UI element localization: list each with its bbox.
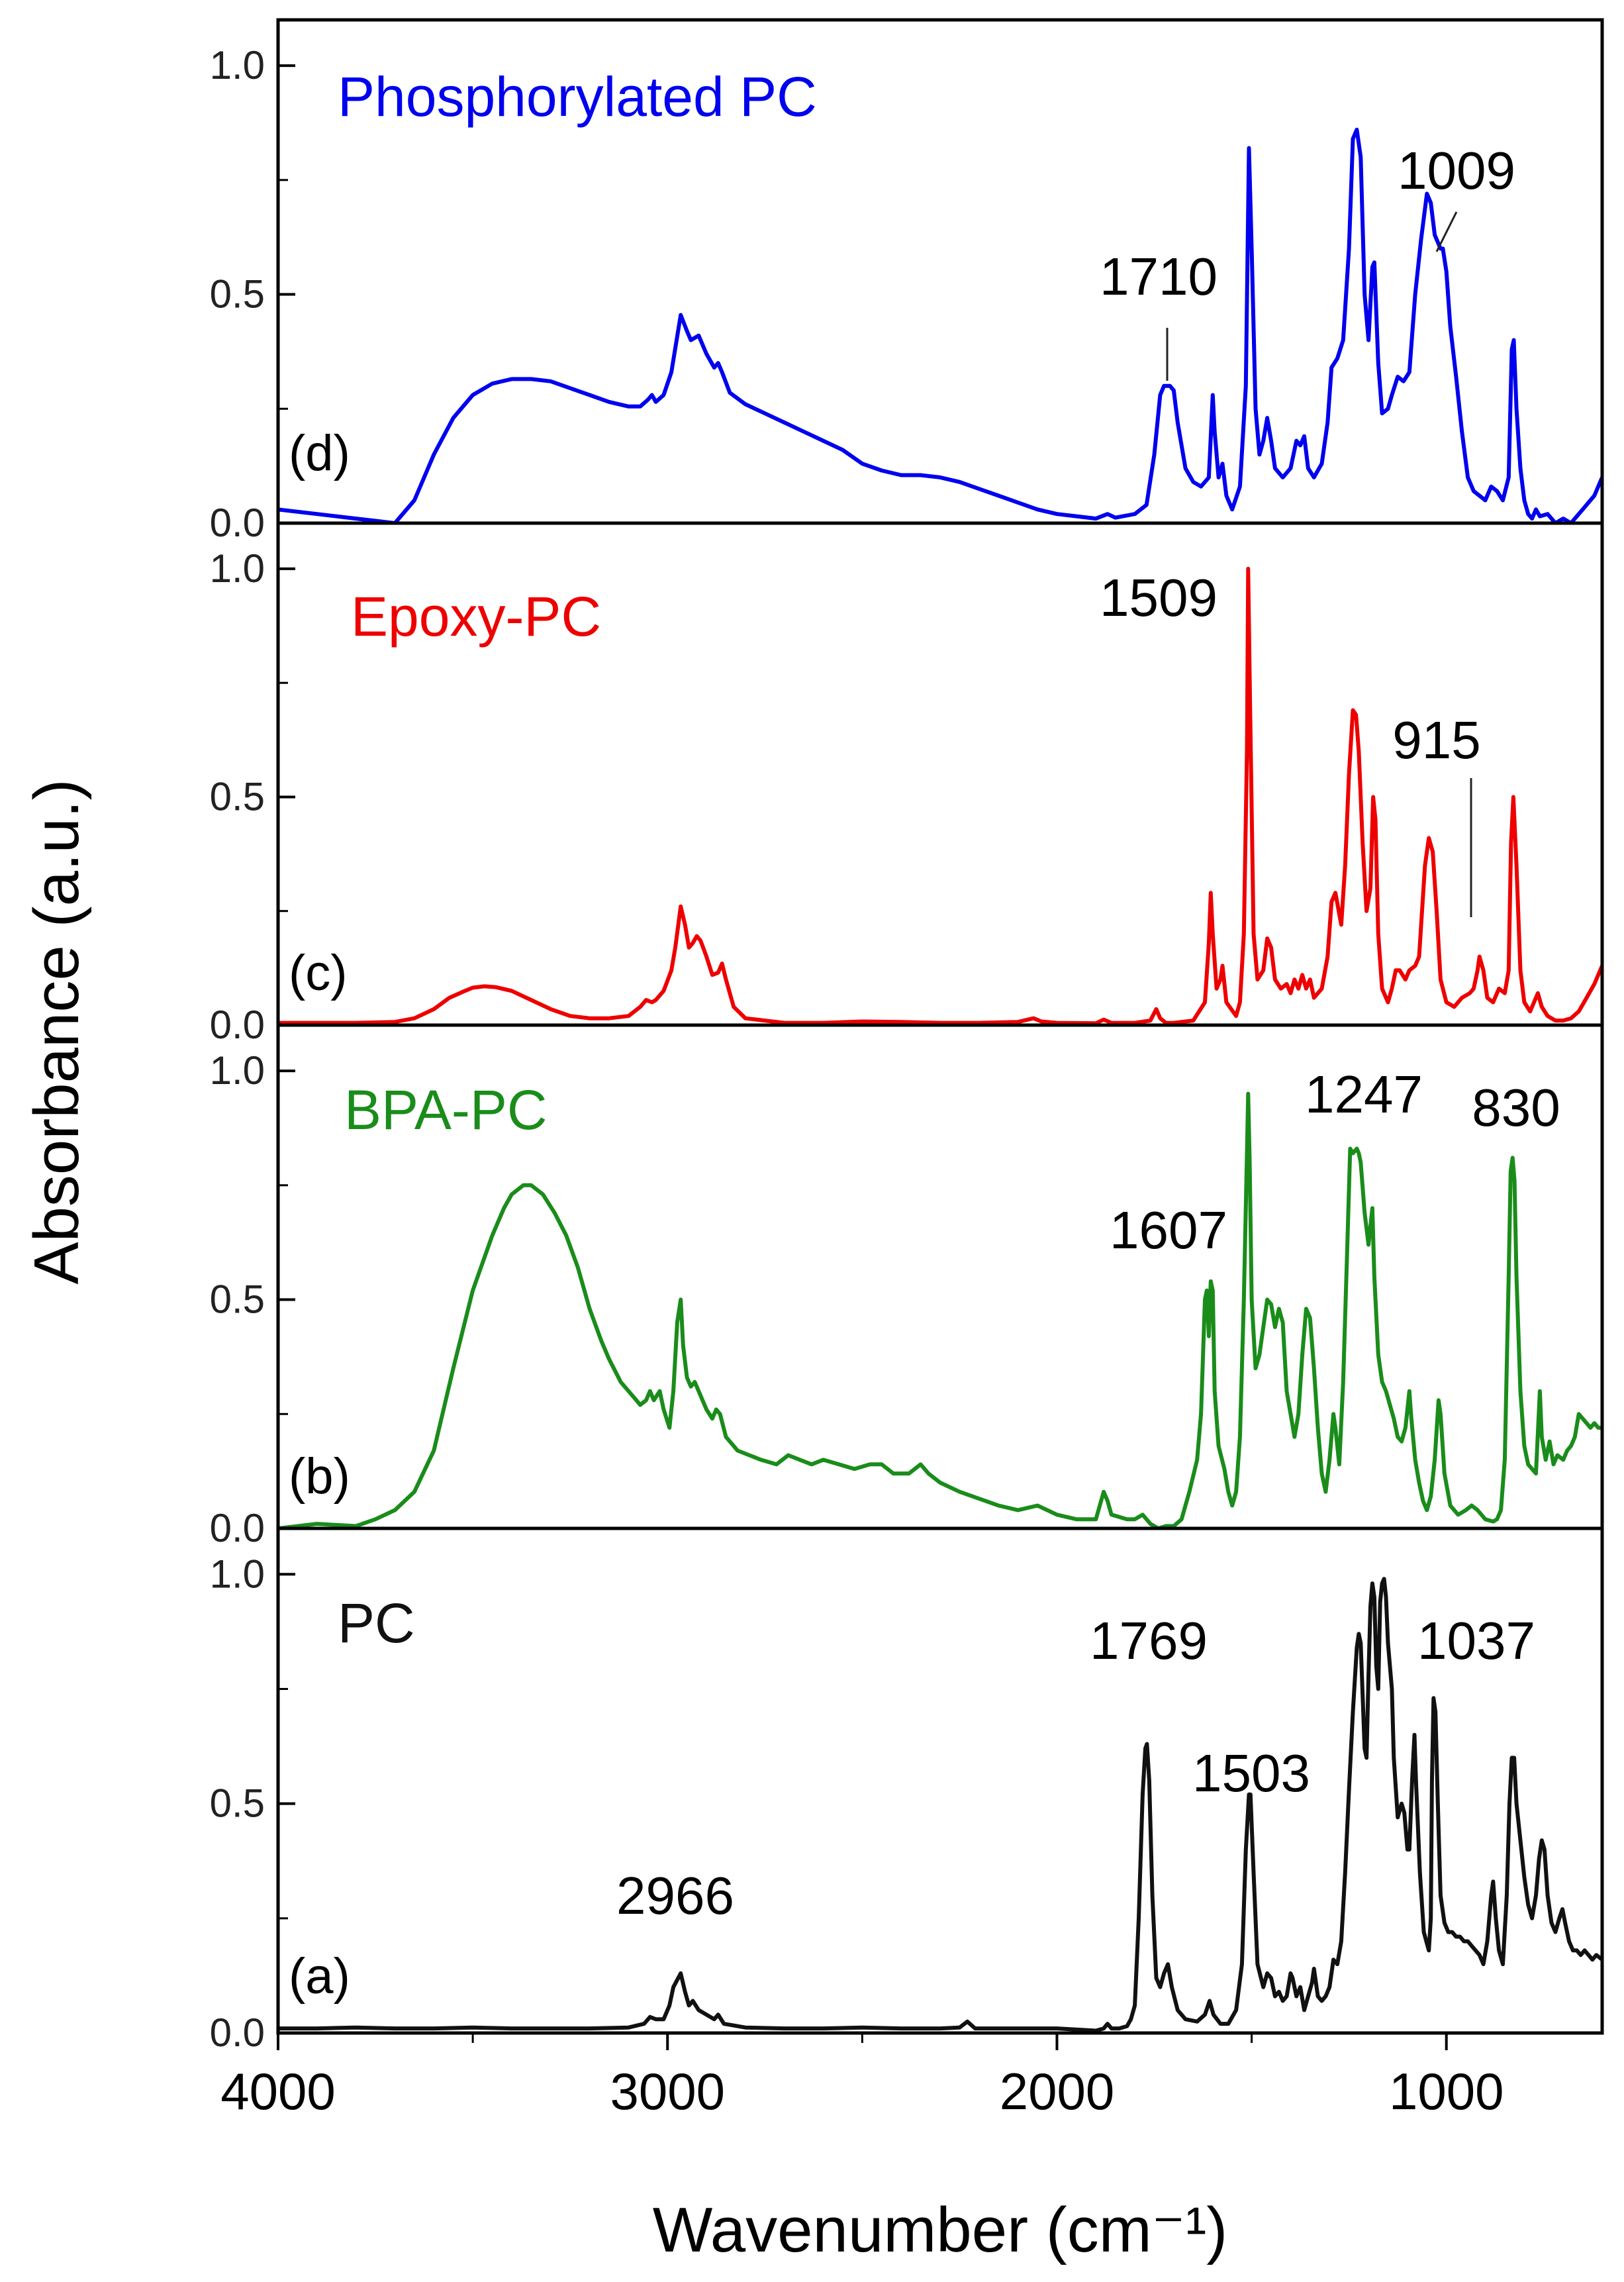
y-tick-label-a-1: 0.5 (210, 1781, 265, 1826)
panel-title-d: Phosphorylated PC (338, 66, 817, 128)
x-tick-label-2: 2000 (1000, 2062, 1115, 2120)
panel-title-a: PC (338, 1592, 415, 1654)
panel-letter-c: (c) (289, 945, 348, 1001)
panel-letter-b: (b) (289, 1448, 350, 1505)
y-tick-label-d-1: 0.5 (210, 272, 265, 317)
peak-label-1607: 1607 (1110, 1201, 1227, 1260)
panel-frame-a (276, 1526, 1604, 2035)
peak-label-1509: 1509 (1100, 568, 1218, 627)
peak-label-830: 830 (1472, 1078, 1560, 1137)
y-tick-label-a-0: 0.0 (210, 2010, 265, 2055)
peak-label-1247: 1247 (1305, 1065, 1423, 1124)
series-line-a (278, 1577, 1602, 2033)
frame-layer (276, 18, 1604, 2035)
panel-c: 0.0 0.5 1.0 (c) Epoxy-PC 1509 915 (210, 546, 1602, 1047)
y-tick-label-d-0: 0.0 (210, 501, 265, 545)
y-tick-label-b-0: 0.0 (210, 1506, 265, 1550)
peak-label-2966: 2966 (616, 1866, 734, 1925)
y-tick-label-c-1: 0.5 (210, 774, 265, 819)
x-axis: 4000 3000 2000 1000 (220, 2033, 1504, 2120)
panel-letter-a: (a) (289, 1948, 350, 2005)
y-tick-label-c-0: 0.0 (210, 1003, 265, 1047)
panel-letter-d: (d) (289, 425, 350, 481)
y-tick-label-d-2: 1.0 (210, 43, 265, 87)
y-tick-label-a-2: 1.0 (210, 1552, 265, 1596)
y-axis-title: Absorbance (a.u.) (21, 779, 92, 1284)
peak-label-915: 915 (1392, 711, 1480, 769)
panel-b: 0.0 0.5 1.0 (b) BPA-PC 1607 1247 830 (210, 1048, 1602, 1550)
y-tick-label-b-2: 1.0 (210, 1048, 265, 1093)
y-tick-label-b-1: 0.5 (210, 1277, 265, 1322)
panel-title-c: Epoxy-PC (351, 585, 601, 648)
y-tick-label-c-2: 1.0 (210, 546, 265, 591)
x-tick-label-3: 1000 (1389, 2062, 1504, 2120)
panel-title-b: BPA-PC (344, 1079, 548, 1141)
peak-label-1037: 1037 (1417, 1611, 1535, 1670)
peak-label-1503: 1503 (1192, 1744, 1310, 1803)
panel-a: 0.0 0.5 1.0 (a) PC 2966 1769 1503 1037 (210, 1552, 1602, 2055)
x-axis-title: Wavenumber (cm⁻¹) (653, 2195, 1228, 2265)
panels-layer: 0.00.51.0(d)Phosphorylated PC171010090.0… (210, 43, 1602, 2055)
x-tick-label-0: 4000 (220, 2062, 336, 2120)
x-tick-label-1: 3000 (610, 2062, 725, 2120)
peak-label-1769: 1769 (1090, 1611, 1208, 1670)
panel-d: 0.0 0.5 1.0 (d) Phosphorylated PC 1710 1009 (210, 43, 1602, 545)
peak-leader-1009 (1435, 211, 1458, 252)
series-line-b (278, 1091, 1602, 1528)
series-line-d (278, 127, 1602, 523)
peak-label-1710: 1710 (1100, 247, 1218, 306)
peak-label-1009: 1009 (1398, 141, 1515, 200)
series-line-c (278, 566, 1602, 1025)
